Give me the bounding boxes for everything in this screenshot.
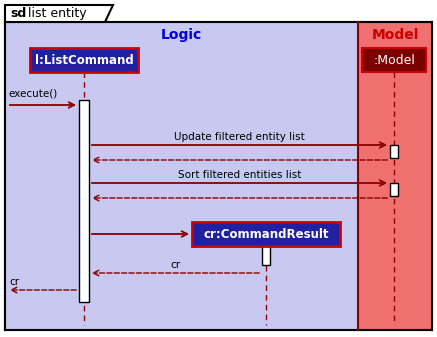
Text: l:ListCommand: l:ListCommand — [35, 54, 133, 66]
Bar — [30, 48, 138, 72]
Bar — [262, 244, 270, 265]
Text: cr:CommandResult: cr:CommandResult — [203, 227, 329, 241]
Text: cr: cr — [9, 277, 19, 287]
Text: cr: cr — [170, 260, 180, 270]
Text: execute(): execute() — [8, 88, 57, 98]
Bar — [79, 100, 89, 302]
Bar — [390, 145, 398, 158]
Text: Logic: Logic — [161, 28, 202, 42]
Bar — [358, 22, 432, 330]
Bar — [192, 222, 340, 246]
Text: Update filtered entity list: Update filtered entity list — [174, 132, 305, 142]
Bar — [5, 22, 358, 330]
Text: :Model: :Model — [373, 54, 415, 66]
Polygon shape — [5, 5, 113, 22]
Text: list entity: list entity — [24, 7, 87, 20]
Bar — [362, 48, 426, 72]
Bar — [390, 183, 398, 196]
Text: sd: sd — [10, 7, 26, 20]
Text: Model: Model — [371, 28, 419, 42]
Text: Sort filtered entities list: Sort filtered entities list — [178, 170, 301, 180]
